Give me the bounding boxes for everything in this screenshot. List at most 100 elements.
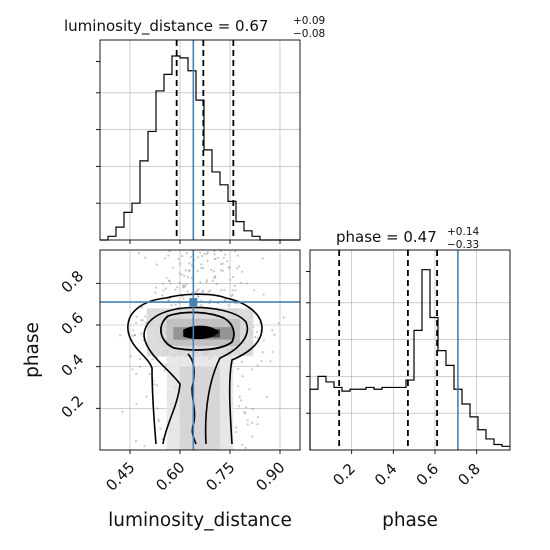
ld-hist-step [100,55,300,241]
sample-point [221,269,224,272]
sample-point [248,388,251,391]
sample-point [231,275,235,279]
phase-hist-frame [309,249,511,451]
sample-point [148,372,151,376]
density-block-3 [180,366,220,450]
sample-point [211,279,214,282]
sample-point [137,251,140,254]
sample-point [246,423,249,426]
sample-point [197,256,200,259]
sample-point [200,266,203,270]
sample-point [234,289,237,292]
sample-point [235,426,238,429]
sample-point [205,279,209,282]
sample-point [168,250,171,253]
sample-point [251,421,254,424]
luminosity-distance-title-lower: −0.08 [293,28,325,40]
sample-point [234,250,237,253]
sample-point [213,257,216,260]
sample-point [170,303,173,307]
sample-point [265,395,268,399]
sample-point [198,251,202,254]
sample-point [188,262,191,265]
sample-point [213,270,216,273]
phase-hist-bars [309,269,510,450]
y-axis-label-phase: phase [22,322,43,378]
sample-point [238,265,241,268]
sample-point [156,407,159,410]
phase-ytick-label-1: 0.4 [58,350,88,380]
sample-point [151,358,154,361]
contour-inner [160,311,235,351]
sample-point [271,329,274,332]
sample-point [185,251,188,255]
sample-point [253,289,256,292]
sample-point [153,383,156,386]
sample-point [215,283,218,286]
sample-point [231,293,234,296]
phase-xtick-label-2: 0.6 [413,460,443,490]
sample-point [163,369,166,372]
sample-point [236,254,239,257]
sample-point [245,406,248,409]
sample-point [262,293,265,296]
sample-point [145,395,148,398]
luminosity-distance-hist-bars [100,55,300,241]
sample-point [157,420,160,423]
sample-point [200,263,203,266]
luminosity-distance-histogram-panel: luminosity_distance = 0.67 +0.09 −0.08 [64,15,325,244]
phase-histogram-panel: phase = 0.47 +0.14 −0.33 0.2 0.4 0.6 0.8 ph… [306,226,511,531]
sample-point [119,334,122,337]
sample-point [157,418,160,421]
sample-point [168,279,171,282]
sample-point [206,251,209,254]
sample-point [246,419,249,422]
joint-density-truth-lines [100,250,300,450]
sample-point [251,408,254,411]
sample-point [121,410,124,413]
sample-point [194,291,197,294]
sample-point [162,282,165,285]
sample-point [256,416,259,419]
sample-point [227,266,230,269]
sample-point [167,299,170,302]
ph-hist-step [309,269,510,450]
truth-marker [189,298,198,307]
sample-point [182,297,185,300]
sample-point [165,363,168,366]
sample-point [167,254,170,257]
sample-point [245,282,248,285]
sample-point [154,291,157,294]
sample-point [182,285,186,288]
sample-point [131,368,134,371]
sample-point [223,299,226,302]
sample-point [271,350,274,353]
sample-point [161,437,164,441]
sample-point [164,287,167,290]
sample-point [199,281,202,284]
contour-core [183,325,220,340]
sample-point [238,405,241,408]
sample-point [261,351,264,354]
sample-point [200,299,203,302]
sample-point [135,315,138,318]
sample-point [144,315,147,318]
sample-point [187,270,190,273]
sample-point [217,256,220,259]
phase-ytick-label-2: 0.6 [58,309,88,339]
sample-point [186,290,189,293]
sample-point [222,256,225,259]
sample-point [196,295,199,298]
phase-title: phase = 0.47 [336,228,437,246]
sample-point [159,427,162,430]
sample-point [261,257,264,260]
sample-point [207,290,210,293]
sample-point [277,322,280,325]
sample-point [255,330,259,333]
sample-point [233,284,236,288]
sample-point [161,294,164,297]
sample-point [209,299,212,302]
sample-point [202,267,205,270]
sample-point [251,435,254,438]
sample-point [206,259,209,262]
